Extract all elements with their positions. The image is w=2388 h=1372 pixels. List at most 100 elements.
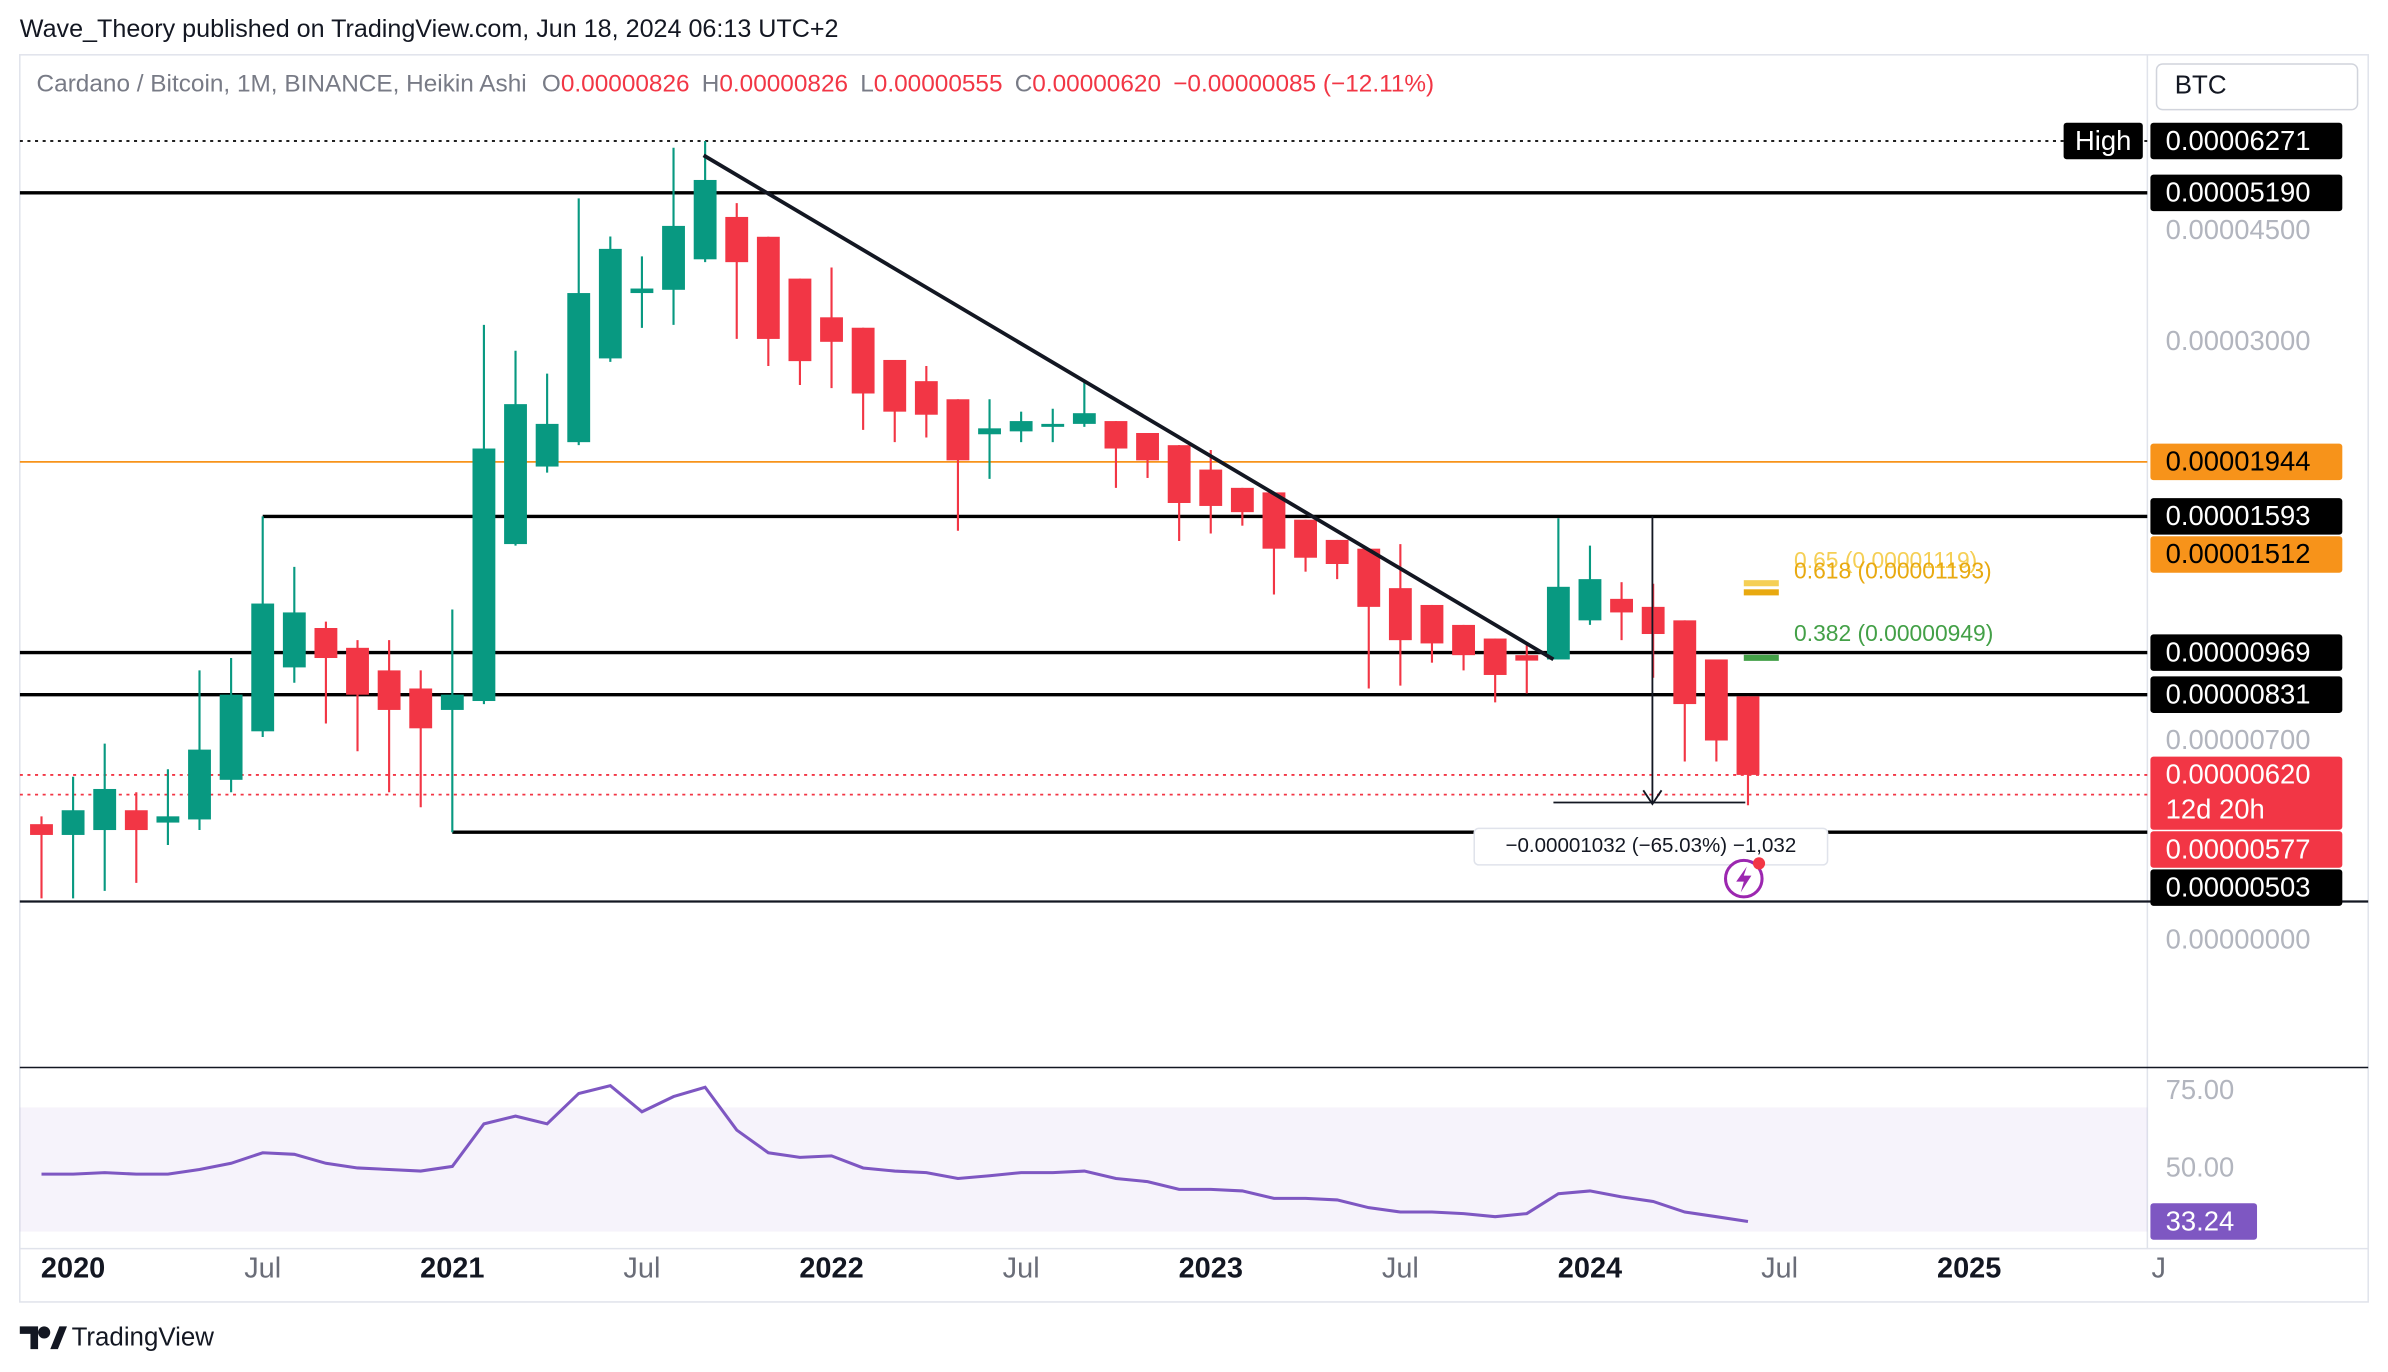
price-label: 0.00000503	[2166, 871, 2311, 902]
price-label: 0.00000969	[2166, 636, 2311, 667]
macd-zero-label: 0.00000000	[2166, 923, 2311, 954]
candle-body	[1610, 598, 1633, 613]
main-pane	[19, 140, 2148, 899]
chart-frame	[19, 54, 2369, 1303]
rsi-tick-label: 50.00	[2166, 1152, 2235, 1183]
price-label: 0.00001512	[2166, 538, 2311, 569]
price-label-box	[2150, 756, 2343, 830]
trend-line	[702, 153, 1555, 661]
candle-body	[1515, 655, 1539, 661]
candle-body	[630, 288, 654, 294]
x-tick-label: 2022	[799, 1253, 863, 1285]
candle-body	[978, 428, 1001, 435]
candle-body	[820, 317, 843, 342]
candle-body	[756, 236, 780, 339]
fib-label: 0.65 (0.00001119)	[1794, 547, 1977, 573]
rsi-tick-label: 75.00	[2166, 1074, 2235, 1105]
currency-button[interactable]: BTC	[2155, 63, 2359, 111]
x-tick-label: Jul	[1003, 1253, 1040, 1285]
y-tick-label: 0.00000700	[2166, 724, 2311, 755]
alert-icon[interactable]	[1723, 857, 1766, 899]
price-label: 0.00006271	[2166, 125, 2311, 156]
candle-body	[1452, 624, 1475, 656]
candle-body	[30, 824, 53, 835]
x-tick-label: 2024	[1558, 1253, 1622, 1285]
candle-body	[346, 647, 369, 695]
candle-body	[1230, 487, 1254, 513]
x-tick-label: Jul	[1382, 1253, 1419, 1285]
candle-body	[693, 179, 717, 260]
candle-body	[1483, 638, 1507, 675]
price-label-box	[2150, 498, 2343, 535]
brand-logo	[19, 1326, 68, 1350]
candle-body	[1388, 588, 1412, 641]
price-label-box	[2150, 676, 2343, 713]
x-tick-label: 2020	[41, 1253, 105, 1285]
price-label-box	[2150, 122, 2343, 160]
y-tick-label: 0.00004500	[2166, 214, 2311, 245]
candle-body	[440, 694, 464, 710]
candle-body	[314, 628, 338, 659]
price-label: 0.00000577	[2166, 833, 2311, 864]
measure-arrow	[1642, 789, 1663, 806]
candle-body	[914, 381, 938, 415]
candle-body	[1294, 519, 1317, 558]
candle-body	[1578, 579, 1602, 621]
candle-body	[61, 810, 85, 835]
candle-body	[377, 670, 401, 710]
candle-body	[251, 603, 275, 732]
candle-body	[1072, 413, 1096, 424]
candle-body	[1736, 696, 1760, 775]
fib-label: 0.382 (0.00000949)	[1794, 620, 1993, 646]
candle-body	[1104, 421, 1128, 449]
candle-body	[1357, 548, 1381, 607]
price-label-name: High	[2075, 125, 2131, 156]
x-tick-label: J	[2152, 1253, 2166, 1285]
candle-body	[1420, 604, 1444, 644]
candle-body	[1325, 539, 1349, 564]
candle-body	[598, 248, 622, 359]
ohlc-key: C	[1015, 71, 1033, 98]
x-tick-label: 2021	[420, 1253, 484, 1285]
ohlc-key: L	[860, 71, 874, 98]
candle-body	[725, 216, 749, 263]
candle-body	[1167, 445, 1191, 503]
price-label: 0.00001593	[2166, 500, 2311, 531]
y-tick-label: 0.00003000	[2166, 325, 2311, 356]
countdown-label: 12d 20h	[2166, 794, 2265, 825]
ohlc-value: 0.00000555	[874, 71, 1003, 98]
candle-body	[883, 359, 907, 412]
price-label-box	[2150, 443, 2343, 481]
candle-body	[1009, 421, 1033, 432]
candle-body	[788, 278, 812, 362]
candle-body	[946, 399, 970, 461]
fib-mark	[1743, 589, 1779, 596]
x-tick-label: 2025	[1937, 1253, 2001, 1285]
alert-bolt[interactable]	[1736, 866, 1752, 893]
price-label-box	[2150, 869, 2343, 906]
candle-body	[1673, 620, 1697, 705]
price-label-name-box	[2063, 122, 2143, 160]
price-label-box	[2150, 536, 2343, 573]
fib-label: 0.618 (0.00001193)	[1794, 558, 1992, 584]
brand-name: TradingView	[72, 1323, 215, 1351]
price-label: 0.00001944	[2166, 446, 2311, 477]
candle-body	[851, 327, 875, 394]
candle-body	[282, 612, 306, 668]
measure-label: −0.00001032 (−65.03%) −1,032	[1505, 834, 1796, 857]
ohlc-value: 0.00000620	[1032, 71, 1161, 98]
candle-body	[1136, 432, 1159, 461]
candle-body	[156, 816, 180, 823]
ohlc-value: 0.00000826	[561, 71, 690, 98]
candle-body	[504, 404, 527, 545]
price-label: 0.00000831	[2166, 678, 2311, 709]
currency-label[interactable]: BTC	[2175, 72, 2227, 100]
rsi-line	[41, 1084, 1749, 1224]
currency-button-box[interactable]	[2155, 63, 2359, 111]
x-tick-label: Jul	[244, 1253, 281, 1285]
x-tick-label: Jul	[1761, 1253, 1798, 1285]
rsi-value-label: 33.24	[2166, 1205, 2235, 1236]
alert-dot[interactable]	[1752, 857, 1766, 870]
